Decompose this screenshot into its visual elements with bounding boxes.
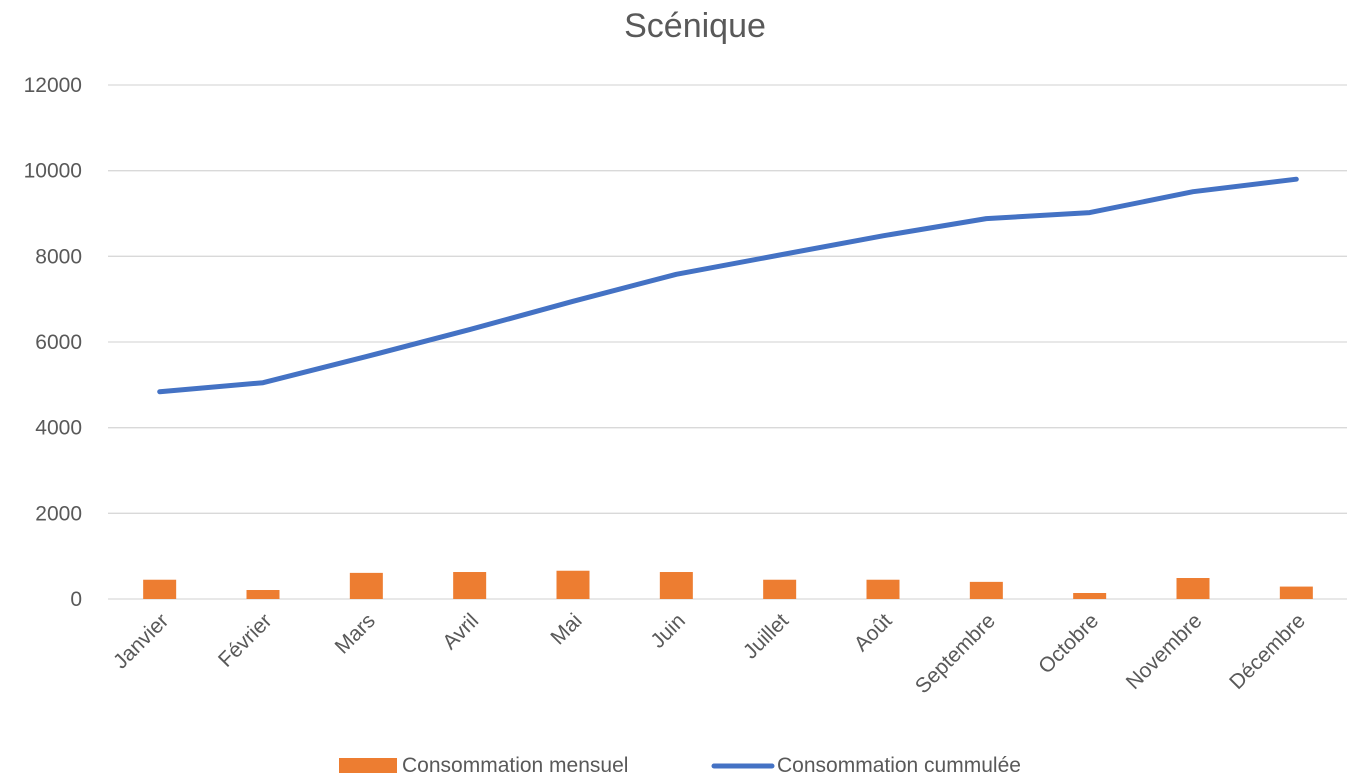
legend-swatch-bar xyxy=(339,758,397,773)
y-tick-label: 4000 xyxy=(35,417,82,440)
bar xyxy=(659,572,693,599)
x-tick-label: Août xyxy=(850,609,897,656)
bar xyxy=(866,579,900,599)
bar xyxy=(969,581,1003,599)
y-tick-label: 6000 xyxy=(35,331,82,354)
x-tick-label: Février xyxy=(214,609,276,671)
x-tick-label: Mars xyxy=(331,609,380,658)
y-tick-label: 10000 xyxy=(24,160,82,183)
x-tick-label: Janvier xyxy=(109,609,173,673)
x-tick-label: Octobre xyxy=(1034,609,1103,678)
y-tick-label: 8000 xyxy=(35,245,82,268)
bar xyxy=(1176,578,1210,599)
bar xyxy=(1073,593,1107,599)
x-tick-label: Juin xyxy=(646,609,690,653)
bar xyxy=(453,572,487,599)
y-tick-label: 0 xyxy=(70,588,82,611)
bar xyxy=(349,572,383,599)
bar xyxy=(1279,586,1313,599)
x-tick-label: Décembre xyxy=(1225,609,1310,694)
line-series xyxy=(157,176,1299,395)
x-axis-ticks: Janvier Février Mars Avril Mai Juin Juillet Aoû… xyxy=(109,609,1310,698)
x-tick-label: Septembre xyxy=(911,609,1000,698)
bar xyxy=(763,579,797,599)
bar xyxy=(143,579,177,599)
y-axis-ticks: 0 2000 4000 6000 8000 10000 12000 xyxy=(24,74,82,611)
chart-title: Scénique xyxy=(624,7,766,45)
x-tick-label: Mai xyxy=(546,609,586,649)
gridlines xyxy=(108,84,1347,600)
bar xyxy=(246,590,280,599)
series-line xyxy=(157,176,1299,395)
legend-label-monthly: Consommation mensuel xyxy=(402,754,628,777)
x-tick-label: Avril xyxy=(438,609,483,654)
legend: Consommation mensuel Consommation cummul… xyxy=(339,754,1021,777)
bar-series xyxy=(143,570,1313,599)
legend-label-cumulative: Consommation cummulée xyxy=(777,754,1021,777)
y-tick-label: 12000 xyxy=(24,74,82,97)
x-tick-label: Juillet xyxy=(739,609,793,663)
x-tick-label: Novembre xyxy=(1122,609,1207,694)
bar xyxy=(556,570,590,599)
y-tick-label: 2000 xyxy=(35,502,82,525)
